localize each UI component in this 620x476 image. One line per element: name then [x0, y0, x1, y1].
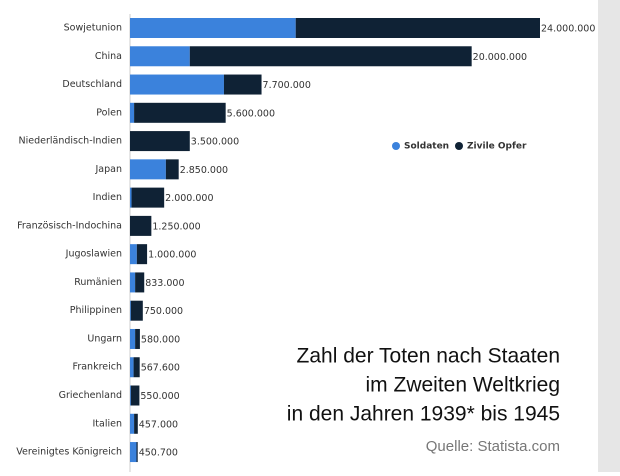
bar-segment: [130, 272, 136, 293]
chart-title: in den Jahren 1939* bis 1945: [287, 403, 560, 426]
total-label: 550.000: [140, 391, 179, 402]
bar-segment: [130, 46, 190, 67]
y-tick-label: Polen: [96, 107, 122, 118]
legend-label: Soldaten: [404, 142, 449, 152]
bar-segment: [130, 300, 143, 321]
source: Quelle: Statista.com: [426, 438, 560, 455]
bar-segment: [130, 74, 224, 95]
chart-title: Zahl der Toten nach Staaten: [297, 345, 560, 368]
y-tick-label: Italien: [93, 418, 123, 429]
total-label: 5.600.000: [227, 108, 275, 119]
annotation-box: [274, 326, 572, 468]
bar-segment: [130, 442, 137, 463]
total-label: 20.000.000: [473, 52, 527, 63]
bar-segment: [130, 300, 131, 321]
bar-segment: [130, 187, 132, 208]
bar-segment: [189, 46, 472, 67]
y-tick-label: Indien: [93, 192, 122, 203]
total-label: 2.850.000: [180, 165, 228, 176]
total-label: 3.500.000: [191, 137, 239, 148]
bar-segment: [130, 328, 136, 349]
y-tick-label: Japan: [95, 164, 123, 175]
total-label: 450.700: [139, 448, 178, 459]
y-tick-label: Niederländisch-Indien: [18, 136, 122, 147]
chart-title: im Zweiten Weltkrieg: [366, 374, 561, 397]
total-label: 457.000: [139, 419, 178, 430]
y-tick-label: Rumänien: [74, 277, 122, 288]
y-tick-label: Sowjetunion: [64, 23, 122, 34]
total-label: 567.600: [141, 363, 180, 374]
y-tick-label: Philippinen: [70, 305, 122, 316]
bar-segment: [130, 413, 135, 434]
total-label: 2.000.000: [165, 193, 213, 204]
bar-segment: [295, 18, 540, 38]
legend-marker: [455, 142, 463, 150]
total-label: 580.000: [141, 334, 180, 345]
bar-segment: [130, 102, 135, 123]
y-tick-label: Ungarn: [87, 333, 122, 344]
total-label: 7.700.000: [263, 80, 311, 91]
y-tick-label: Griechenland: [59, 390, 122, 401]
bar-segment: [136, 442, 138, 463]
bar-segment: [130, 18, 296, 38]
y-tick-label: Jugoslawien: [65, 249, 122, 260]
bar-segment: [130, 131, 190, 152]
bar-segment: [223, 74, 262, 95]
bar-segment: [136, 244, 148, 265]
bar-segment: [135, 272, 145, 293]
bar-segment: [165, 159, 179, 180]
side-band: [598, 0, 620, 472]
total-label: 1.250.000: [152, 221, 200, 232]
bar-segment: [134, 102, 226, 123]
bar-segment: [130, 385, 140, 406]
y-tick-label: Französisch-Indochina: [17, 220, 122, 231]
legend-label: Zivile Opfer: [467, 142, 527, 152]
total-label: 750.000: [144, 306, 183, 317]
y-tick-label: Vereinigtes Königreich: [16, 447, 122, 458]
y-tick-label: Deutschland: [62, 79, 122, 90]
y-tick-label: Frankreich: [73, 362, 122, 373]
total-label: 1.000.000: [148, 250, 196, 261]
legend-marker: [392, 142, 400, 150]
bar-segment: [130, 215, 152, 236]
bar-segment: [133, 357, 140, 378]
bar-segment: [135, 328, 140, 349]
total-label: 833.000: [145, 278, 184, 289]
bar-segment: [130, 357, 134, 378]
bar-segment: [130, 159, 166, 180]
y-tick-label: China: [95, 51, 122, 62]
bar-segment: [131, 187, 165, 208]
total-label: 24.000.000: [541, 24, 595, 35]
bar-segment: [130, 385, 131, 406]
bar-segment: [134, 413, 138, 434]
bar-segment: [130, 244, 137, 265]
